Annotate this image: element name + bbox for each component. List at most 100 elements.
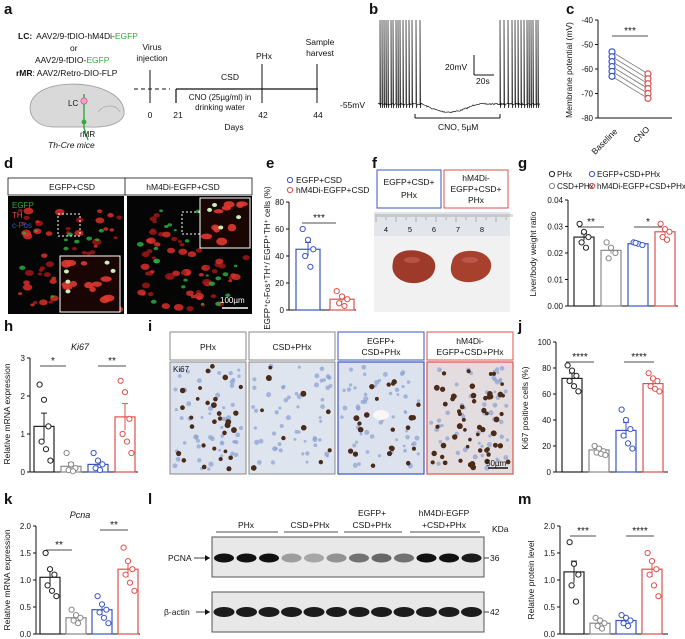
micrograph-cell	[150, 270, 155, 274]
panel-e-point	[307, 263, 314, 270]
experiment-timeline: Virus injection CSD CNO (25µg/ml) in dri…	[134, 37, 335, 132]
micrograph-cell	[153, 242, 161, 247]
histology-nucleus	[411, 442, 415, 446]
micrograph-cell	[137, 289, 146, 296]
micrograph-cell	[92, 238, 102, 246]
cno-label: CNO (25µg/ml) in	[189, 93, 251, 102]
histology-nucleus	[484, 465, 490, 471]
panel-g-legend-phx: PHx	[557, 170, 572, 179]
panel-e-significance: ***	[313, 213, 325, 224]
histology-nucleus	[279, 424, 284, 429]
histology-nucleus	[438, 440, 443, 444]
panel-j-point	[654, 377, 661, 385]
virus-injection-label-2: injection	[136, 53, 167, 63]
ki67-positive-nucleus	[212, 446, 217, 451]
histology-nucleus	[281, 384, 286, 389]
micrograph-cell	[198, 272, 204, 277]
histology-nucleus	[360, 399, 365, 405]
histology-nucleus	[445, 410, 451, 416]
histology-nucleus	[220, 434, 225, 438]
ki67-positive-nucleus	[435, 424, 440, 429]
panel-h-point	[67, 461, 75, 468]
micrograph-cell	[103, 227, 109, 231]
inset-cell	[91, 281, 102, 287]
micrograph-cell	[208, 281, 216, 286]
ki67-positive-nucleus	[389, 445, 395, 452]
pcna-band	[281, 553, 302, 563]
panel-letter-k: k	[4, 491, 13, 508]
panel-i-title-hm4di-2: EGFP+CSD+PHx	[436, 347, 504, 357]
ki67-positive-nucleus	[222, 430, 227, 436]
histology-nucleus	[195, 438, 200, 443]
micrograph-cell	[205, 265, 211, 269]
histology-nucleus	[462, 447, 468, 453]
legend-cfos: c-Fos	[12, 221, 32, 230]
panel-j-point	[570, 383, 578, 390]
micrograph-cell	[86, 236, 93, 241]
panel-h-title: Ki67	[71, 342, 90, 352]
panel-e-tick-label: 0	[280, 306, 285, 315]
micrograph-cell	[23, 215, 30, 221]
panel-f-title-hm4di: hM4Di-	[462, 173, 490, 183]
inset-cell-green	[63, 269, 69, 274]
panel-j-point	[575, 388, 582, 395]
histology-nucleus	[318, 416, 322, 420]
panel-c-xcat-baseline: Baseline	[589, 126, 619, 156]
histology-nucleus	[353, 386, 357, 390]
panel-m-sig-1: ***	[577, 526, 589, 537]
histology-nucleus	[496, 371, 500, 375]
histology-nucleus	[495, 457, 499, 461]
pcna-band	[349, 553, 369, 563]
actin-band	[461, 607, 482, 617]
micrograph-cell	[39, 299, 48, 306]
inset-cell	[69, 280, 78, 287]
panel-letter-b: b	[369, 1, 378, 18]
panel-j-chart: 0 20 40 60 80 100 Ki67 positive cells (%) ***…	[520, 338, 668, 477]
micrograph-cell	[81, 250, 87, 255]
histology-nucleus	[377, 454, 382, 458]
ki67-positive-nucleus	[468, 437, 472, 442]
panel-g-point	[657, 220, 664, 227]
panel-i: PHx CSD+PHx EGFP+ CSD+PHx hM4Di- EGFP+CS…	[169, 331, 514, 475]
lc-virus-line2: AAV2/9-fDIO-EGFP	[35, 55, 110, 65]
histology-nucleus	[403, 448, 407, 453]
panel-j-point	[649, 375, 657, 382]
histology-nucleus	[293, 437, 297, 441]
histology-nucleus	[357, 462, 361, 466]
actin-band	[258, 607, 280, 617]
inset-cell-green	[104, 260, 110, 265]
histology-nucleus	[208, 461, 214, 467]
panel-a: LC: AAV2/9-fDIO-hM4Di-EGFP or AAV2/9-fDI…	[16, 31, 335, 150]
histology-nucleus	[362, 372, 367, 377]
panel-l: PHx CSD+PHx EGFP+ CSD+PHx hM4Di-EGFP +CS…	[164, 508, 509, 633]
histology-nucleus	[436, 461, 441, 466]
micrograph-cell	[109, 228, 115, 232]
panel-i-title-egfp: EGFP+	[367, 336, 395, 346]
panel-d: EGFP+CSD hM4Di-EGFP+CSD EGFP TH c-Fos 10…	[7, 177, 253, 314]
ki67-positive-nucleus	[217, 416, 223, 421]
micrograph-cell	[187, 251, 197, 258]
histology-nucleus	[179, 369, 183, 373]
histology-nucleus	[400, 370, 406, 375]
micrograph-cell	[218, 263, 226, 269]
pcna-band	[371, 553, 392, 563]
histology-nucleus	[252, 377, 257, 382]
histology-nucleus	[177, 374, 182, 378]
micrograph-cell	[194, 292, 204, 300]
histology-nucleus	[388, 391, 393, 396]
panel-k-tick-label: 1.0	[20, 576, 32, 585]
panel-e-tick-label: 60	[275, 225, 284, 234]
panel-letter-a: a	[4, 1, 13, 18]
panel-m-point	[653, 566, 660, 573]
panel-c-pair-line	[611, 51, 649, 75]
panel-g-bar	[627, 243, 649, 307]
panel-m-point	[627, 617, 634, 624]
ruler-label: 4	[384, 225, 388, 234]
micrograph-cell	[145, 238, 153, 243]
histology-nucleus	[437, 367, 442, 373]
panel-k-point	[126, 579, 134, 586]
ki67-positive-nucleus	[370, 463, 376, 468]
panel-k-point	[100, 614, 108, 621]
panel-h-sig-2: **	[108, 356, 116, 367]
panel-j-point	[627, 426, 634, 433]
